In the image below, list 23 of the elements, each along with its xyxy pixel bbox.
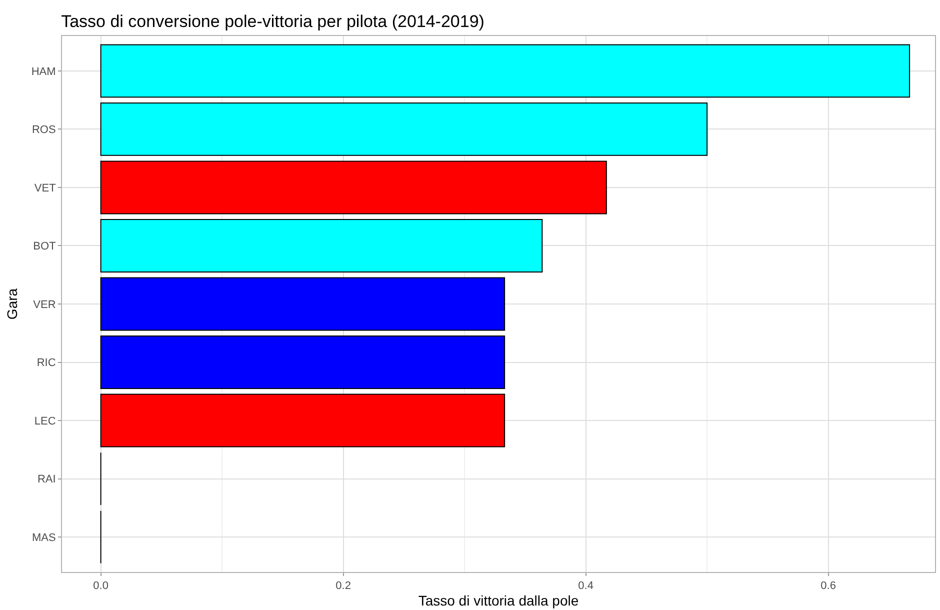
- x-tick-label: 0.6: [820, 580, 836, 592]
- y-tick-label: MAS: [32, 532, 56, 544]
- bar: [100, 219, 543, 272]
- y-tick-label: LEC: [34, 415, 56, 428]
- bar: [100, 102, 708, 156]
- y-tick-label: HAM: [31, 66, 56, 78]
- x-tick-label: 0.0: [93, 580, 108, 592]
- x-axis-title: Tasso di vittoria dalla pole: [418, 592, 579, 608]
- y-axis-title: Gara: [4, 288, 20, 320]
- bar: [100, 336, 506, 389]
- bar: [100, 394, 506, 448]
- y-tick-label: RAI: [37, 474, 56, 486]
- y-tick-label: ROS: [32, 124, 56, 136]
- y-tick-label: RIC: [36, 357, 56, 370]
- bar: [100, 44, 910, 98]
- y-tick-label: BOT: [33, 240, 56, 253]
- y-tick-label: VET: [34, 182, 56, 194]
- x-tick-label: 0.4: [578, 580, 594, 592]
- bar: [100, 277, 506, 331]
- x-tick-label: 0.2: [336, 580, 351, 592]
- y-tick-label: VER: [33, 298, 56, 311]
- chart-title: Tasso di conversione pole-vittoria per pilota (2014-2019): [61, 12, 484, 32]
- bar: [100, 160, 607, 214]
